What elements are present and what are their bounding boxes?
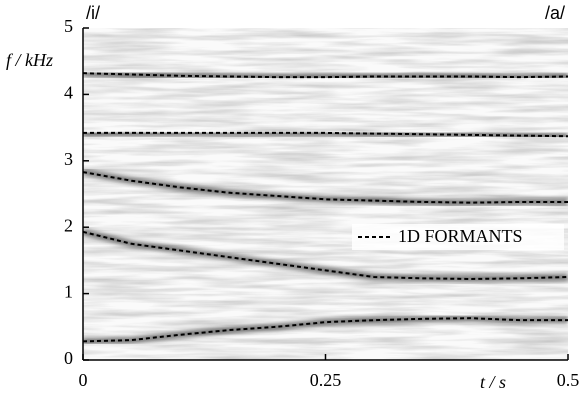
annotation: /a/ [545,3,565,23]
annotation: /i/ [86,3,100,23]
x-tick-label: 0.25 [310,370,342,390]
formant-line [83,131,568,138]
y-tick-label: 4 [64,83,73,103]
y-axis-label: f / kHz [6,50,53,70]
x-axis-label: t / s [480,372,506,392]
x-tick-label: 0.5 [557,370,580,390]
legend-label: 1D FORMANTS [398,226,523,246]
x-tick-label: 0 [79,370,88,390]
y-tick-label: 5 [64,16,73,36]
formant-line [83,230,568,280]
y-tick-label: 0 [64,348,73,368]
formant-line [83,72,568,79]
spectrogram [83,28,568,360]
y-tick-label: 1 [64,282,73,302]
formant-band [83,314,568,345]
y-tick-label: 2 [64,215,73,235]
y-tick-label: 3 [64,149,73,169]
formant-band [83,168,568,207]
